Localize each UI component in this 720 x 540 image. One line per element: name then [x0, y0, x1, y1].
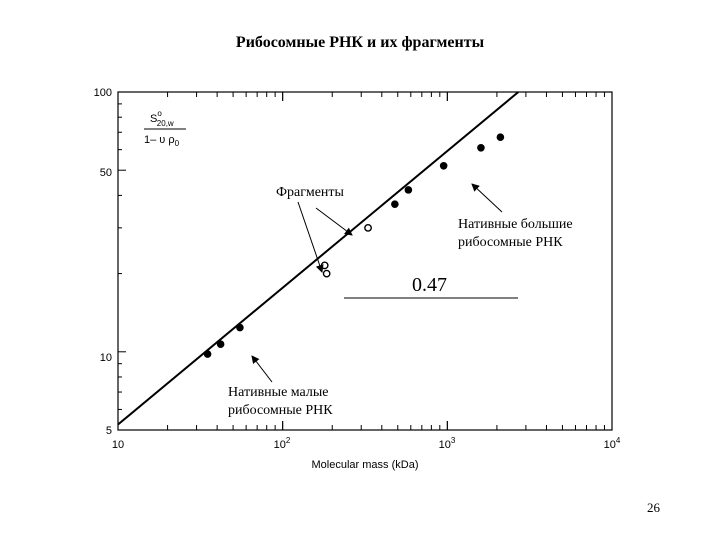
x-tick-label: 104 — [604, 436, 621, 451]
arrow-fragments-1 — [297, 201, 324, 273]
annotation-large-rrna-line2: рибосомные РНК — [458, 235, 563, 250]
page-number: 26 — [647, 500, 660, 515]
data-point-filled — [236, 323, 244, 332]
annotation-small-rrna-line1: Нативные малые — [228, 385, 329, 400]
arrow-small-rrna — [251, 355, 273, 383]
data-point-open — [364, 223, 372, 232]
data-point-filled — [496, 133, 505, 141]
arrow-fragments-2 — [315, 207, 353, 236]
annotation-small-rrna-line2: рибосомные РНК — [228, 403, 333, 418]
data-point-open — [322, 269, 331, 278]
plot-frame — [117, 91, 613, 431]
y-axis-label: So 20,w 1– υ ρ0 — [144, 109, 186, 148]
fit-line — [117, 91, 520, 426]
y-tick-label: 5 — [106, 425, 112, 437]
x-tick-label: 102 — [274, 436, 291, 451]
data-point-filled — [439, 161, 448, 170]
y-tick-label: 100 — [94, 87, 112, 99]
svg-text:1– υ ρ0: 1– υ ρ0 — [144, 134, 180, 148]
data-point-filled — [477, 143, 485, 152]
slide-title: Рибосомные РНК и их фрагменты — [235, 34, 485, 51]
y-tick-label: 10 — [100, 352, 112, 364]
data-point-open — [320, 261, 329, 270]
y-tick-label: 50 — [100, 167, 112, 179]
data-point-filled — [203, 350, 212, 358]
data-point-filled — [404, 186, 413, 194]
data-point-filled — [216, 340, 225, 348]
x-axis-label: Molecular mass (kDa) — [312, 459, 419, 471]
x-tick-label: 103 — [439, 436, 456, 451]
annotation-fragments: Фрагменты — [276, 185, 345, 200]
arrow-large-rrna — [471, 183, 503, 213]
slope-value: 0.47 — [412, 274, 447, 296]
data-points — [203, 133, 505, 358]
annotation-large-rrna-line1: Нативные большие — [458, 217, 573, 232]
axis-ticks — [117, 91, 613, 431]
x-tick-label: 10 — [112, 439, 124, 451]
data-point-filled — [391, 200, 399, 208]
